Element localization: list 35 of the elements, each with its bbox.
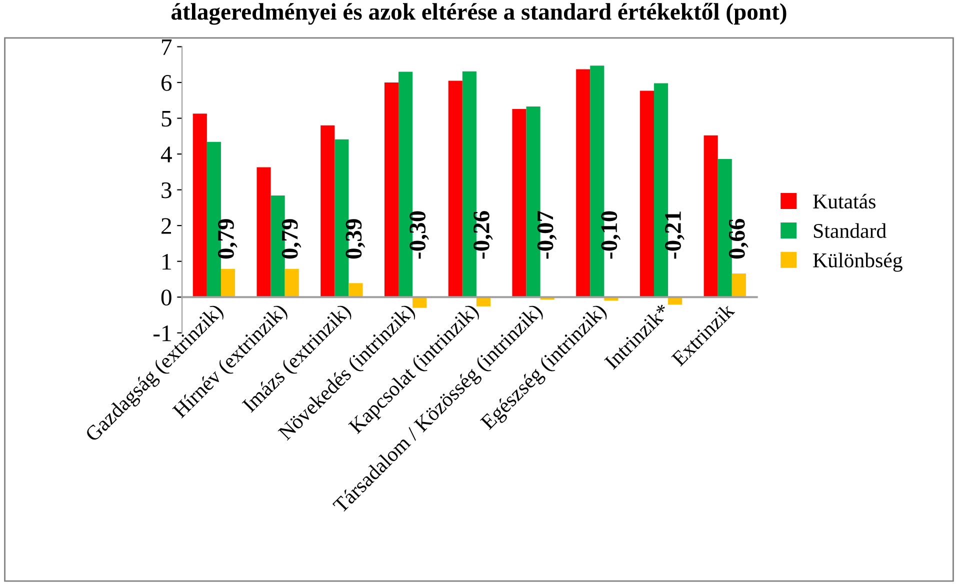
bar bbox=[732, 274, 746, 298]
data-label: 0,79 bbox=[282, 219, 302, 259]
bar bbox=[192, 114, 207, 298]
bar bbox=[512, 108, 526, 298]
bar bbox=[284, 268, 299, 298]
legend-label: Standard bbox=[814, 223, 886, 238]
legend-label: Kutatás bbox=[813, 194, 876, 209]
bar bbox=[576, 69, 590, 298]
bar bbox=[448, 80, 462, 298]
bar bbox=[704, 135, 718, 298]
bar bbox=[320, 125, 335, 298]
data-label: 0,79 bbox=[218, 219, 238, 259]
y-tick-label: 6 bbox=[162, 75, 172, 91]
chart-title: átlageredményei és azok eltérése a standard értékektől (pont) bbox=[171, 2, 786, 25]
y-tick-label: 2 bbox=[162, 218, 171, 234]
data-label: -0,30 bbox=[410, 211, 429, 259]
bar bbox=[476, 297, 490, 306]
data-label: -0,10 bbox=[601, 211, 621, 259]
bar bbox=[384, 82, 399, 298]
y-tick-label: 0 bbox=[161, 290, 172, 306]
bar bbox=[348, 283, 363, 298]
bar bbox=[256, 167, 271, 298]
y-tick-label: 3 bbox=[162, 182, 172, 198]
bar bbox=[640, 90, 654, 298]
y-tick-label: 7 bbox=[162, 39, 172, 55]
y-tick-label: 1 bbox=[162, 254, 171, 270]
y-tick-label: 5 bbox=[162, 110, 172, 127]
data-label: -0,26 bbox=[473, 211, 493, 259]
data-label: 0,66 bbox=[728, 218, 748, 259]
data-label: 0,39 bbox=[346, 219, 366, 259]
bar bbox=[220, 268, 236, 298]
legend-label: Különbség bbox=[813, 252, 902, 272]
data-label: -0,21 bbox=[665, 212, 684, 259]
data-label: -0,07 bbox=[537, 210, 557, 259]
y-tick-label: 4 bbox=[160, 146, 172, 162]
